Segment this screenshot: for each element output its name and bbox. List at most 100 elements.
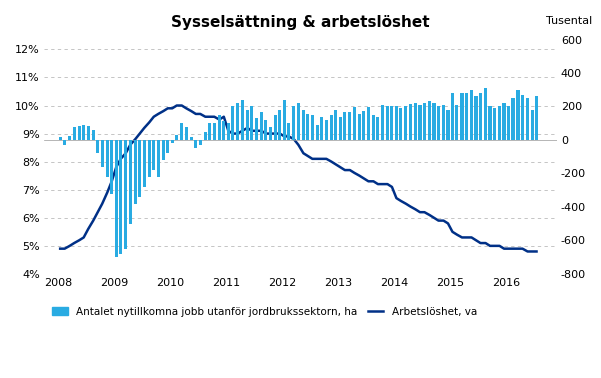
Text: Tusental: Tusental <box>546 16 592 26</box>
Bar <box>451 93 454 140</box>
Bar <box>278 110 281 140</box>
Bar <box>460 93 463 140</box>
Bar <box>307 114 310 140</box>
Bar <box>339 116 342 140</box>
Bar <box>311 115 314 140</box>
Bar <box>433 103 436 140</box>
Bar <box>199 140 202 145</box>
Bar <box>255 118 258 140</box>
Bar <box>190 136 193 140</box>
Bar <box>222 121 225 140</box>
Title: Sysselsättning & arbetslöshet: Sysselsättning & arbetslöshet <box>171 15 430 30</box>
Bar <box>423 103 426 140</box>
Bar <box>241 100 244 140</box>
Bar <box>246 110 249 140</box>
Bar <box>367 107 370 140</box>
Bar <box>400 108 403 140</box>
Bar <box>418 105 421 140</box>
Bar <box>231 107 234 140</box>
Bar <box>213 123 216 140</box>
Bar <box>507 107 510 140</box>
Bar <box>535 96 538 140</box>
Bar <box>489 107 492 140</box>
Bar <box>269 127 272 140</box>
Bar <box>479 93 482 140</box>
Bar <box>531 110 534 140</box>
Bar <box>297 103 300 140</box>
Bar <box>148 140 151 177</box>
Bar <box>287 123 290 140</box>
Bar <box>59 137 62 140</box>
Bar <box>227 123 230 140</box>
Bar <box>264 120 267 140</box>
Bar <box>129 140 132 224</box>
Bar <box>404 107 407 140</box>
Bar <box>166 140 169 153</box>
Bar <box>437 107 440 140</box>
Bar <box>68 136 72 140</box>
Bar <box>362 111 365 140</box>
Bar <box>391 107 394 140</box>
Bar <box>349 112 352 140</box>
Bar <box>447 110 450 140</box>
Bar <box>185 127 188 140</box>
Bar <box>92 130 95 140</box>
Bar <box>138 140 141 197</box>
Bar <box>320 116 323 140</box>
Bar <box>119 140 122 254</box>
Bar <box>516 90 520 140</box>
Bar <box>82 125 85 140</box>
Bar <box>124 140 127 249</box>
Bar <box>292 107 296 140</box>
Bar <box>260 112 263 140</box>
Bar <box>456 105 459 140</box>
Bar <box>175 135 178 140</box>
Bar <box>171 140 174 143</box>
Bar <box>78 126 81 140</box>
Bar <box>493 108 496 140</box>
Bar <box>63 140 66 145</box>
Bar <box>474 96 478 140</box>
Bar <box>409 104 412 140</box>
Bar <box>204 132 207 140</box>
Bar <box>236 103 239 140</box>
Bar <box>395 107 398 140</box>
Bar <box>73 127 76 140</box>
Bar <box>250 107 254 140</box>
Bar <box>353 107 356 140</box>
Bar <box>274 115 277 140</box>
Legend: Antalet nytillkomna jobb utanför jordbrukssektorn, ha, Arbetslöshet, va: Antalet nytillkomna jobb utanför jordbru… <box>48 303 481 321</box>
Bar <box>511 98 514 140</box>
Bar <box>87 126 90 140</box>
Bar <box>316 125 319 140</box>
Bar <box>209 123 212 140</box>
Bar <box>381 105 384 140</box>
Bar <box>180 123 183 140</box>
Bar <box>325 120 328 140</box>
Bar <box>386 107 389 140</box>
Bar <box>484 88 487 140</box>
Bar <box>218 115 221 140</box>
Bar <box>194 140 197 148</box>
Bar <box>414 103 417 140</box>
Bar <box>334 110 337 140</box>
Bar <box>428 101 431 140</box>
Bar <box>372 115 375 140</box>
Bar <box>330 115 333 140</box>
Bar <box>96 140 99 153</box>
Bar <box>502 103 505 140</box>
Bar <box>157 140 160 177</box>
Bar <box>498 107 501 140</box>
Bar <box>100 140 104 167</box>
Bar <box>142 140 146 187</box>
Bar <box>283 100 286 140</box>
Bar <box>343 112 346 140</box>
Bar <box>465 93 468 140</box>
Bar <box>302 110 305 140</box>
Bar <box>376 116 379 140</box>
Bar <box>526 98 529 140</box>
Bar <box>442 105 445 140</box>
Bar <box>110 140 113 194</box>
Bar <box>152 140 155 170</box>
Bar <box>358 114 361 140</box>
